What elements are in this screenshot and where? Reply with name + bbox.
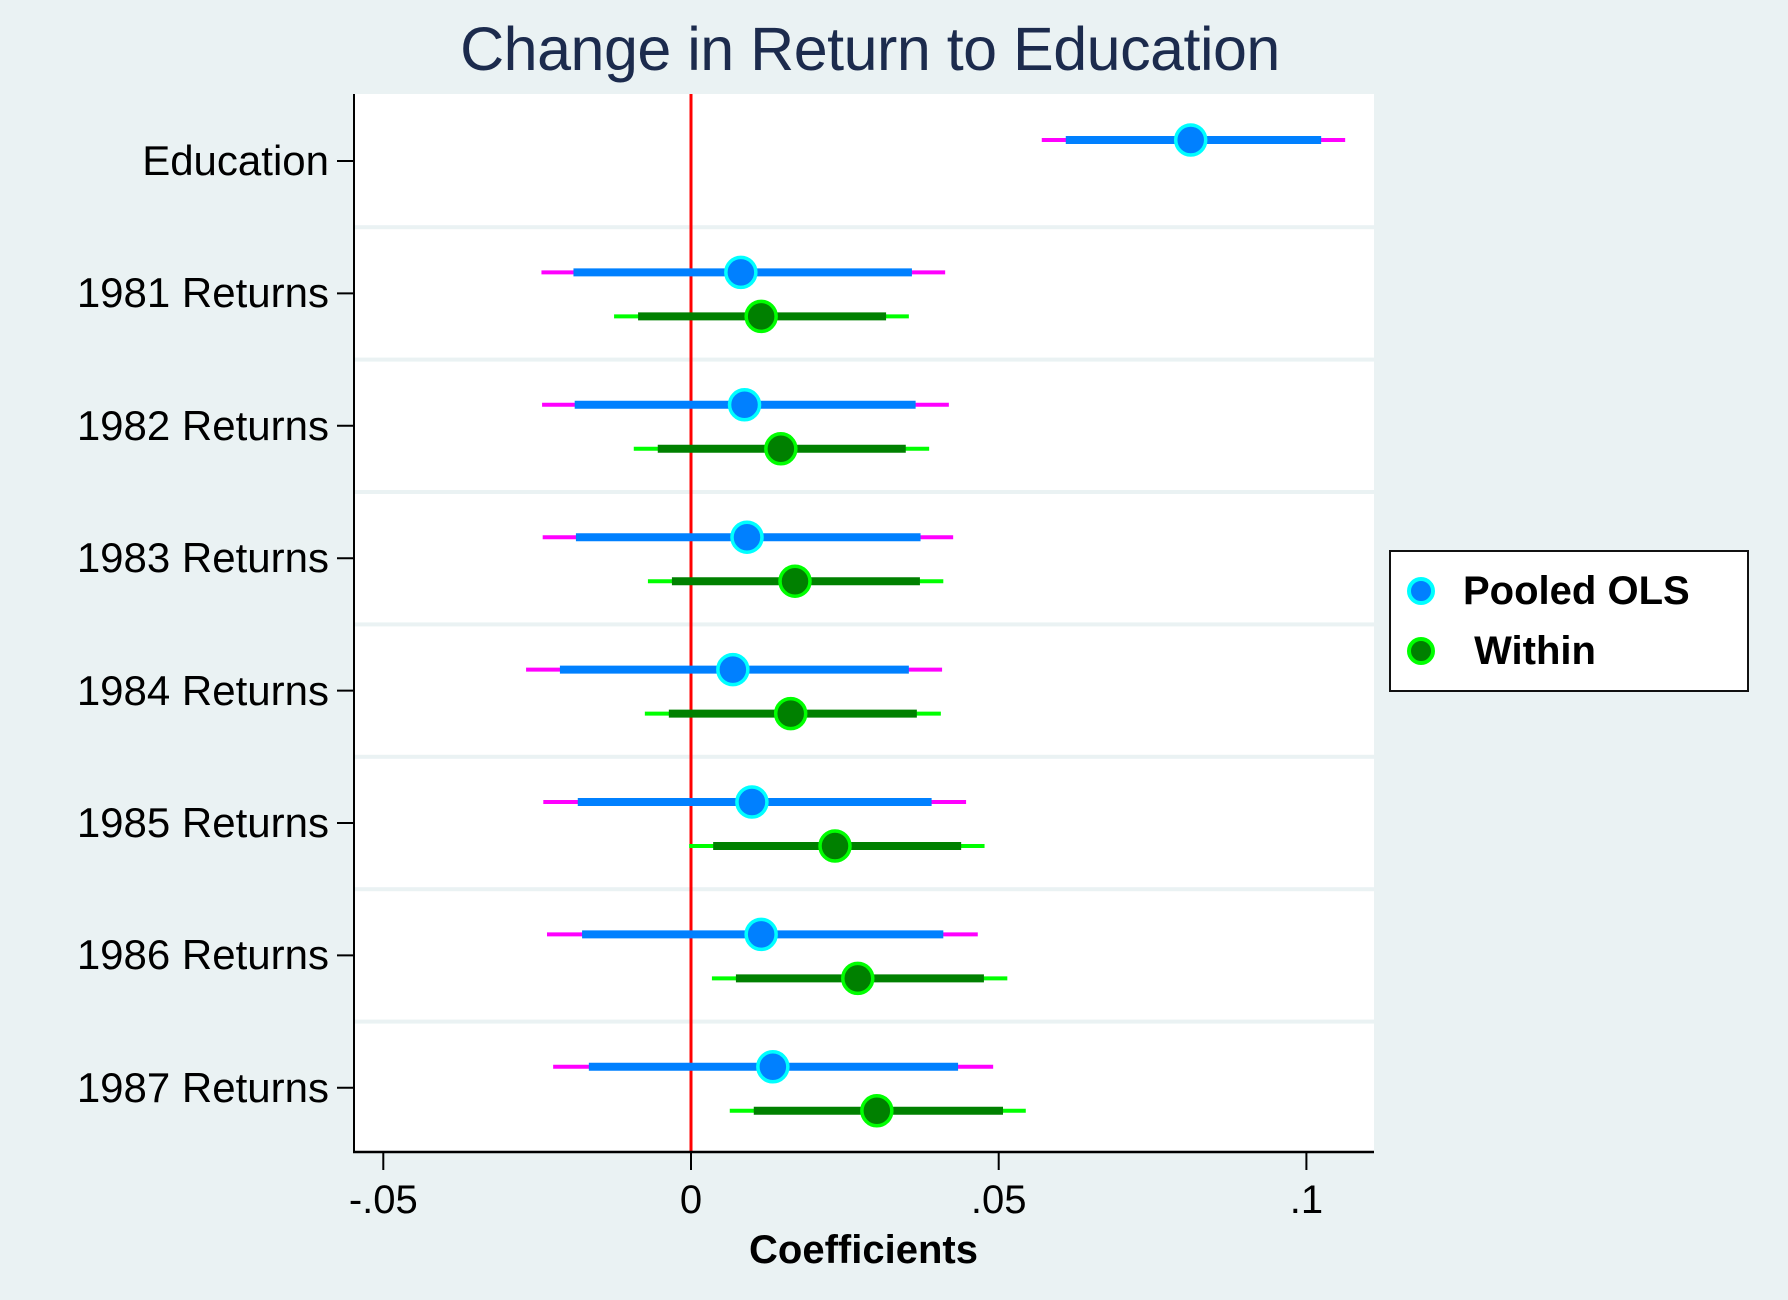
y-tick-label: Education: [142, 137, 329, 184]
y-tick-label: 1981 Returns: [76, 269, 329, 317]
row-separator: [354, 490, 1374, 494]
blue-circle-marker-icon: [1407, 577, 1435, 605]
within-point-marker: [778, 564, 812, 598]
row-separator: [354, 622, 1374, 627]
legend: Pooled OLS Within: [1389, 550, 1749, 692]
y-tick-label: 1985 Returns: [76, 799, 329, 846]
pooled-ols-point-marker: [716, 652, 750, 687]
pooled-ols-point-marker: [1173, 123, 1208, 157]
within-point-marker: [744, 299, 778, 334]
x-tick-label: .05: [970, 1178, 1027, 1222]
pooled-ols-point-marker: [727, 388, 762, 422]
green-circle-marker-icon: [1407, 637, 1435, 665]
x-tick-label: 0: [679, 1178, 703, 1222]
x-tick-label: -.05: [348, 1178, 418, 1222]
x-tick-label: .1: [1289, 1178, 1324, 1222]
pooled-ols-point-marker: [744, 917, 778, 952]
within-point-marker: [773, 696, 808, 731]
y-tick-label: 1987 Returns: [76, 1063, 329, 1111]
row-separator: [354, 357, 1374, 362]
y-tick-label: 1984 Returns: [76, 666, 329, 714]
y-tick-label: 1982 Returns: [76, 401, 329, 449]
pooled-ols-point-marker: [730, 520, 764, 554]
y-tick-label: 1983 Returns: [76, 534, 329, 582]
pooled-ols-point-marker: [735, 785, 769, 819]
pooled-ols-point-marker: [724, 255, 758, 290]
row-separator: [354, 754, 1374, 759]
within-point-marker: [764, 432, 798, 466]
row-separator: [354, 887, 1374, 892]
within-point-marker: [860, 1094, 894, 1128]
x-axis-title: Coefficients: [749, 1228, 978, 1272]
legend-label: Within: [1463, 628, 1596, 673]
y-tick-label: 1986 Returns: [76, 931, 329, 979]
within-point-marker: [818, 829, 852, 863]
legend-item-within: Within: [1407, 626, 1596, 676]
chart-title: Change in Return to Education: [460, 15, 1280, 83]
legend-item-pooled-ols: Pooled OLS: [1407, 566, 1690, 616]
pooled-ols-point-marker: [756, 1050, 790, 1084]
row-separator: [354, 1019, 1374, 1024]
row-separator: [354, 225, 1374, 230]
legend-label: Pooled OLS: [1463, 568, 1690, 613]
within-point-marker: [841, 961, 875, 996]
